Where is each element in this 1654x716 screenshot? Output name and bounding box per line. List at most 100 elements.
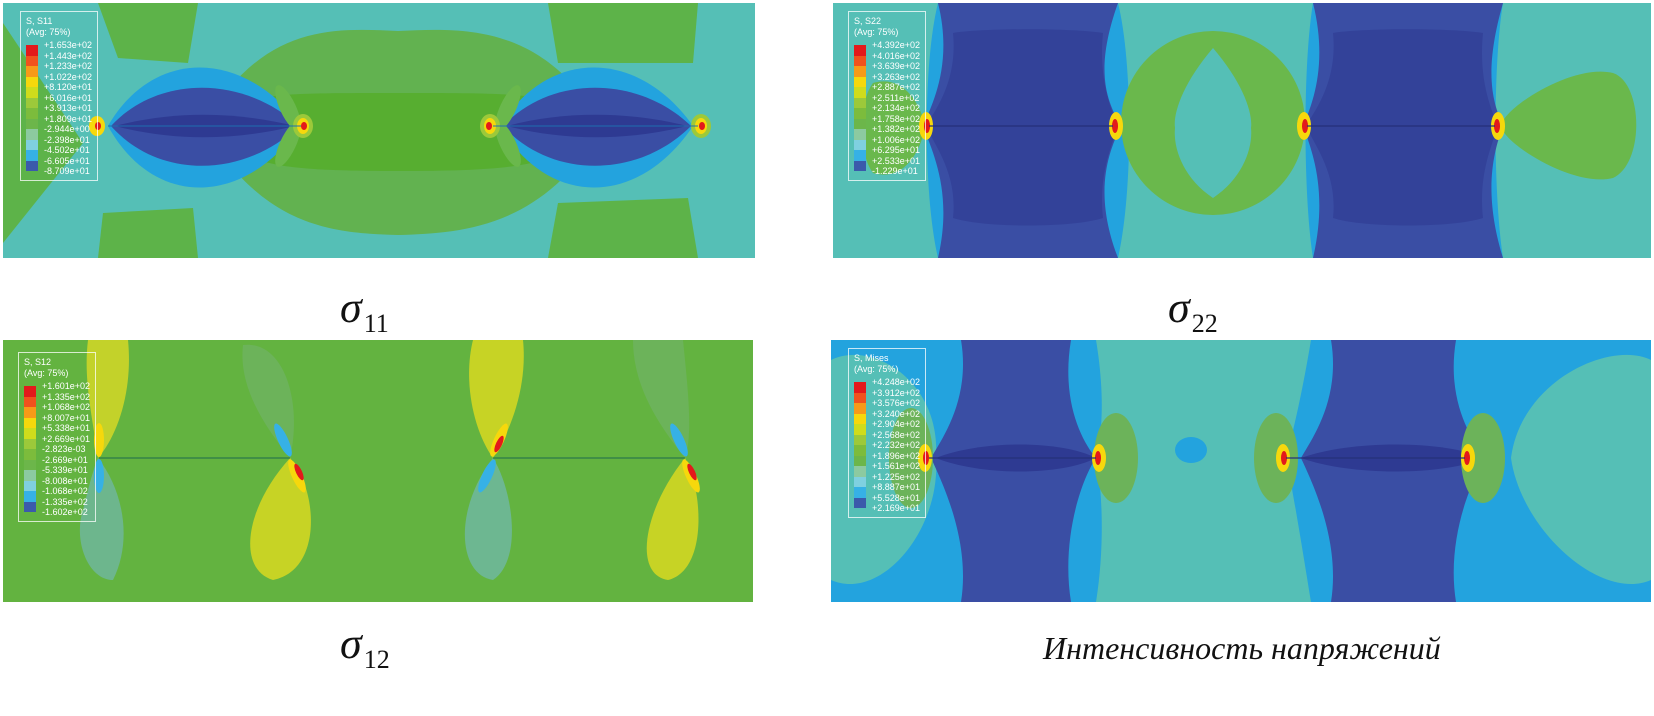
legend-swatch bbox=[854, 87, 866, 98]
legend-swatch bbox=[24, 386, 36, 397]
legend-value: +1.601e+02 bbox=[42, 381, 91, 391]
crack-tip-hotspot bbox=[1276, 444, 1290, 472]
legend-swatch bbox=[854, 97, 866, 108]
legend-value: +3.639e+02 bbox=[872, 61, 921, 71]
legend-value: -5.339e+01 bbox=[42, 465, 88, 475]
s22-contour-plot: S, S22 (Avg: 75%) +4.392e+02 +4.016e+02 +3.6… bbox=[833, 3, 1651, 258]
crack-tip-hotspot bbox=[1092, 444, 1106, 472]
legend-value: +1.382e+02 bbox=[872, 124, 921, 134]
legend-swatch bbox=[854, 487, 866, 498]
caption-sigma-22: σ22 bbox=[1168, 282, 1218, 339]
crack-tip-hotspot bbox=[480, 114, 500, 138]
crack-tip-hotspot bbox=[293, 114, 313, 138]
legend-swatch bbox=[854, 150, 866, 161]
legend-labels: +4.392e+02 +4.016e+02 +3.639e+02 +3.263e+02… bbox=[872, 40, 920, 177]
legend-value: +2.533e+01 bbox=[872, 155, 921, 166]
legend-body: +4.392e+02 +4.016e+02 +3.639e+02 +3.263e+02… bbox=[854, 40, 920, 177]
legend-body: +1.601e+02 +1.335e+02 +1.068e+02 +8.007e+01… bbox=[24, 381, 90, 518]
legend-swatch bbox=[854, 392, 866, 403]
legend-title: S, S11 bbox=[26, 16, 53, 26]
legend-mises: S, Mises (Avg: 75%) +4.248e+02 +3.912e+02 +3… bbox=[848, 348, 927, 518]
legend-swatch bbox=[24, 449, 36, 460]
legend-swatch bbox=[26, 97, 38, 108]
legend-value: -6.605e+01 bbox=[44, 155, 90, 166]
legend-body: +4.248e+02 +3.912e+02 +3.576e+02 +3.240e+02… bbox=[854, 377, 920, 514]
legend-averaging: (Avg: 75%) bbox=[854, 26, 899, 37]
legend-value: -1.335e+02 bbox=[42, 496, 88, 507]
legend-swatch bbox=[26, 45, 38, 56]
legend-value: +3.913e+01 bbox=[44, 103, 93, 113]
legend-s22: S, S22 (Avg: 75%) +4.392e+02 +4.016e+02 +3.6… bbox=[848, 11, 927, 181]
legend-value: +1.335e+02 bbox=[42, 391, 91, 402]
legend-value: +1.809e+01 bbox=[44, 113, 93, 124]
legend-swatch bbox=[854, 382, 866, 393]
legend-value: +2.232e+02 bbox=[872, 440, 921, 450]
legend-value: +1.068e+02 bbox=[42, 402, 91, 412]
legend-value: +1.758e+02 bbox=[872, 113, 921, 124]
legend-swatch bbox=[854, 424, 866, 435]
mises-contour-field bbox=[831, 340, 1651, 602]
legend-swatch bbox=[26, 150, 38, 161]
legend-labels: +1.653e+02 +1.443e+02 +1.233e+02 +1.022e+02… bbox=[44, 40, 92, 177]
legend-value: +2.169e+01 bbox=[872, 503, 921, 513]
legend-averaging: (Avg: 75%) bbox=[24, 367, 69, 378]
crack-tip-hotspot bbox=[1109, 112, 1123, 140]
s12-contour-field bbox=[79, 340, 700, 580]
legend-swatch bbox=[24, 459, 36, 470]
legend-swatch bbox=[854, 497, 866, 508]
legend-swatch bbox=[24, 396, 36, 407]
caption-sigma-12: σ12 bbox=[340, 618, 390, 675]
legend-value: +8.887e+01 bbox=[872, 482, 921, 492]
legend-s12: S, S12 (Avg: 75%) +1.601e+02 +1.335e+02 +1.0… bbox=[18, 352, 97, 522]
legend-value: +4.016e+02 bbox=[872, 50, 921, 61]
legend-swatch bbox=[26, 139, 38, 150]
legend-value: -1.229e+01 bbox=[872, 166, 918, 176]
legend-value: -2.669e+01 bbox=[42, 454, 88, 465]
legend-value: +2.511e+02 bbox=[872, 92, 920, 103]
legend-value: -2.823e-03 bbox=[42, 444, 86, 454]
legend-swatch bbox=[854, 476, 866, 487]
caption-sigma-11: σ11 bbox=[340, 282, 389, 339]
legend-value: -2.398e+01 bbox=[44, 134, 90, 145]
legend-swatch bbox=[24, 407, 36, 418]
legend-labels: +1.601e+02 +1.335e+02 +1.068e+02 +8.007e+01… bbox=[42, 381, 90, 518]
legend-value: +1.653e+02 bbox=[44, 40, 93, 50]
legend-swatch bbox=[854, 108, 866, 119]
legend-value: +3.263e+02 bbox=[872, 71, 921, 82]
caption-symbol: σ bbox=[1168, 283, 1190, 332]
legend-averaging: (Avg: 75%) bbox=[26, 26, 71, 37]
legend-value: +5.338e+01 bbox=[42, 423, 91, 433]
legend-title: S, S12 bbox=[24, 357, 52, 367]
mises-contour-plot: S, Mises (Avg: 75%) +4.248e+02 +3.912e+02 +3… bbox=[831, 340, 1651, 602]
legend-swatch bbox=[854, 413, 866, 424]
legend-value: +1.233e+02 bbox=[44, 61, 93, 71]
s11-contour-field bbox=[3, 3, 711, 258]
legend-value: -4.502e+01 bbox=[44, 145, 90, 155]
legend-value: +2.887e+02 bbox=[872, 82, 921, 92]
legend-labels: +4.248e+02 +3.912e+02 +3.576e+02 +3.240e+02… bbox=[872, 377, 920, 514]
s12-contour-plot: S, S12 (Avg: 75%) +1.601e+02 +1.335e+02 +1.0… bbox=[3, 340, 753, 602]
legend-swatch bbox=[26, 87, 38, 98]
legend-value: +3.912e+02 bbox=[872, 387, 921, 398]
legend-value: +1.443e+02 bbox=[44, 50, 93, 61]
legend-value: +1.225e+02 bbox=[872, 471, 921, 482]
legend-color-bar bbox=[24, 386, 36, 512]
legend-averaging: (Avg: 75%) bbox=[854, 363, 899, 374]
legend-swatch bbox=[24, 501, 36, 512]
legend-swatch bbox=[854, 129, 866, 140]
legend-value: +3.240e+02 bbox=[872, 408, 921, 419]
legend-value: +1.896e+02 bbox=[872, 450, 921, 461]
legend-swatch bbox=[26, 129, 38, 140]
legend-value: -8.008e+01 bbox=[42, 475, 88, 486]
caption-subscript: 11 bbox=[363, 309, 389, 338]
legend-swatch bbox=[854, 118, 866, 129]
legend-swatch bbox=[854, 76, 866, 87]
legend-s11: S, S11 (Avg: 75%) +1.653e+02 +1.443e+02 +1.2… bbox=[20, 11, 99, 181]
legend-swatch bbox=[854, 466, 866, 477]
legend-swatch bbox=[24, 480, 36, 491]
legend-swatch bbox=[854, 55, 866, 66]
legend-swatch bbox=[26, 160, 38, 171]
legend-swatch bbox=[24, 491, 36, 502]
legend-swatch bbox=[854, 434, 866, 445]
s22-contour-field bbox=[833, 3, 1651, 258]
